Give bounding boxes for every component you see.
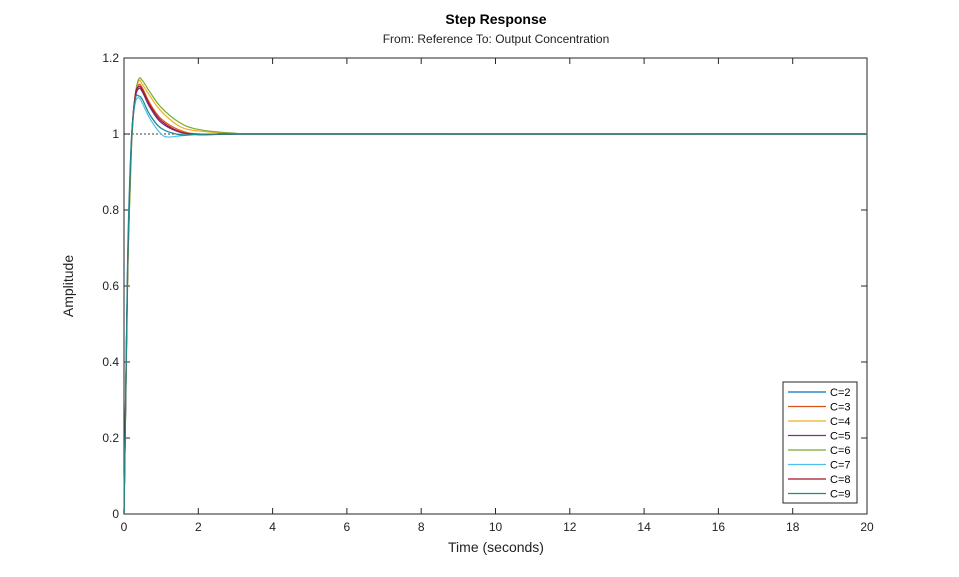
x-tick-label: 10 xyxy=(489,520,503,534)
series-lines xyxy=(123,77,868,515)
y-tick-label: 0.8 xyxy=(102,203,119,217)
x-tick-label: 6 xyxy=(344,520,351,534)
x-axis-label: Time (seconds) xyxy=(448,539,544,555)
x-tick-label: 16 xyxy=(712,520,726,534)
y-axis-ticks: 0 0.2 0.4 0.6 0.8 1 1.2 xyxy=(102,51,867,521)
x-tick-label: 14 xyxy=(637,520,651,534)
chart-title: Step Response xyxy=(445,11,546,27)
x-tick-label: 12 xyxy=(563,520,577,534)
legend-label: C=9 xyxy=(830,489,851,501)
y-tick-label: 0.4 xyxy=(102,355,119,369)
legend-label: C=7 xyxy=(830,460,851,472)
y-axis-label: Amplitude xyxy=(60,255,76,317)
x-tick-label: 8 xyxy=(418,520,425,534)
legend-label: C=4 xyxy=(830,416,851,428)
chart-subtitle: From: Reference To: Output Concentration xyxy=(383,32,610,46)
y-tick-label: 0.6 xyxy=(102,279,119,293)
legend-label: C=6 xyxy=(830,445,851,457)
y-tick-label: 1.2 xyxy=(102,51,119,65)
legend-entries: C=2 C=3 C=4 C=5 C=6 C=7 C=8 C=9 xyxy=(788,387,851,501)
series-line-c9 xyxy=(123,94,867,515)
legend[interactable]: C=2 C=3 C=4 C=5 C=6 C=7 C=8 C=9 xyxy=(782,381,858,504)
x-tick-label: 2 xyxy=(195,520,202,534)
axes-box xyxy=(123,57,868,515)
x-tick-label: 4 xyxy=(269,520,276,534)
x-tick-label: 0 xyxy=(121,520,128,534)
legend-box xyxy=(782,381,858,504)
legend-label: C=5 xyxy=(830,431,851,443)
x-tick-label: 18 xyxy=(786,520,800,534)
legend-label: C=2 xyxy=(830,387,851,399)
legend-label: C=3 xyxy=(830,402,851,414)
plot-area: 0 2 4 6 8 10 12 14 16 18 20 0 0.2 0.4 0.6 0.8 1 1.2 xyxy=(102,51,874,534)
y-tick-label: 1 xyxy=(112,127,119,141)
x-axis-ticks: 0 2 4 6 8 10 12 14 16 18 20 xyxy=(121,58,874,534)
y-tick-label: 0 xyxy=(112,507,119,521)
y-tick-label: 0.2 xyxy=(102,431,119,445)
legend-label: C=8 xyxy=(830,474,851,486)
x-tick-label: 20 xyxy=(860,520,874,534)
